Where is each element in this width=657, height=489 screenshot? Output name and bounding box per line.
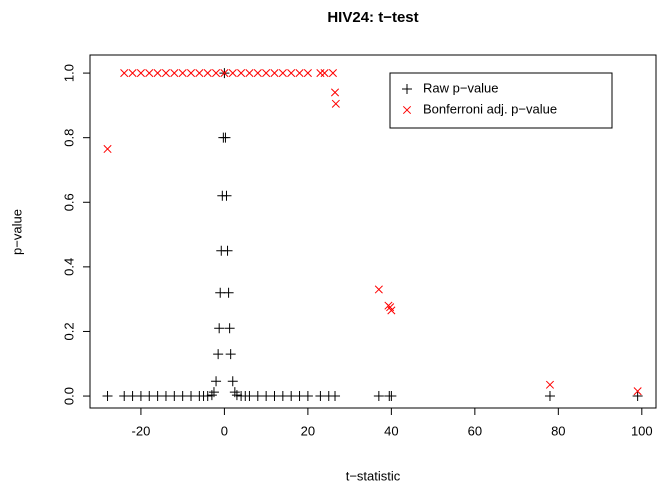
point xyxy=(278,69,287,78)
x-tick-label: 20 xyxy=(301,423,315,438)
point xyxy=(328,69,337,78)
point xyxy=(302,391,313,402)
y-axis-label: p−value xyxy=(9,209,24,255)
point xyxy=(223,287,234,298)
legend-label: Raw p−value xyxy=(423,80,499,95)
point xyxy=(186,391,197,402)
point xyxy=(211,376,222,387)
x-tick-label: 100 xyxy=(631,423,653,438)
y-tick-label: 0.2 xyxy=(61,322,76,340)
x-tick-label: 0 xyxy=(221,423,228,438)
point xyxy=(387,306,396,315)
point xyxy=(135,391,146,402)
point xyxy=(237,69,246,78)
point xyxy=(330,88,340,97)
plot-frame xyxy=(89,54,657,409)
point xyxy=(202,391,213,402)
legend-marker xyxy=(402,105,412,115)
point xyxy=(161,69,171,78)
point xyxy=(144,391,155,402)
point xyxy=(287,69,296,78)
legend-box xyxy=(389,72,613,129)
point xyxy=(145,69,154,78)
point xyxy=(206,390,217,401)
y-tick-label: 0.4 xyxy=(61,258,76,276)
legend-label: Bonferroni adj. p−value xyxy=(423,101,557,116)
x-axis-label: t−statistic xyxy=(346,468,401,483)
point xyxy=(170,69,179,78)
point xyxy=(633,387,642,396)
x-tick-label: 80 xyxy=(551,423,565,438)
point xyxy=(261,391,272,402)
point xyxy=(178,69,187,78)
point xyxy=(212,69,221,78)
point xyxy=(303,69,312,78)
point xyxy=(632,391,643,402)
point xyxy=(103,144,112,154)
legend-marker xyxy=(402,84,412,94)
point xyxy=(169,391,180,402)
point xyxy=(270,69,279,78)
point xyxy=(136,69,145,78)
point xyxy=(245,69,254,78)
point xyxy=(153,69,162,78)
point xyxy=(195,69,204,78)
x-tick-label: 60 xyxy=(468,423,482,438)
x-tick-label: 40 xyxy=(384,423,398,438)
point xyxy=(215,287,226,298)
point xyxy=(269,391,280,402)
point xyxy=(231,390,242,401)
point xyxy=(225,349,236,360)
point xyxy=(152,391,163,402)
point xyxy=(127,391,138,402)
point xyxy=(386,391,397,402)
point xyxy=(316,69,325,78)
point xyxy=(214,323,225,334)
point xyxy=(128,69,137,78)
chart-title: HIV24: t−test xyxy=(327,9,418,26)
point xyxy=(221,190,232,201)
point xyxy=(373,391,384,402)
point xyxy=(277,391,288,402)
point xyxy=(331,99,340,108)
y-tick-label: 1.0 xyxy=(61,64,76,82)
point xyxy=(102,391,113,402)
point xyxy=(208,387,219,398)
y-tick-label: 0.8 xyxy=(61,129,76,147)
point xyxy=(315,391,326,402)
point xyxy=(244,391,255,402)
point xyxy=(222,245,233,256)
point xyxy=(262,69,271,78)
point xyxy=(227,376,238,387)
point xyxy=(252,391,263,402)
point xyxy=(224,323,235,334)
x-tick-label: -20 xyxy=(132,423,151,438)
y-tick-label: 0.0 xyxy=(61,387,76,405)
point xyxy=(160,391,171,402)
point xyxy=(374,285,383,294)
point xyxy=(119,391,130,402)
point xyxy=(213,349,224,360)
point xyxy=(120,69,129,78)
point xyxy=(545,380,555,389)
point xyxy=(203,69,212,78)
point xyxy=(220,69,229,78)
point xyxy=(253,69,262,78)
point xyxy=(220,132,231,143)
point xyxy=(177,391,188,402)
point xyxy=(186,69,196,78)
point xyxy=(320,69,329,78)
point xyxy=(295,69,304,78)
point xyxy=(286,391,297,402)
point xyxy=(330,391,341,402)
point xyxy=(294,391,305,402)
point xyxy=(544,391,555,402)
y-tick-label: 0.6 xyxy=(61,193,76,211)
point xyxy=(228,69,237,78)
